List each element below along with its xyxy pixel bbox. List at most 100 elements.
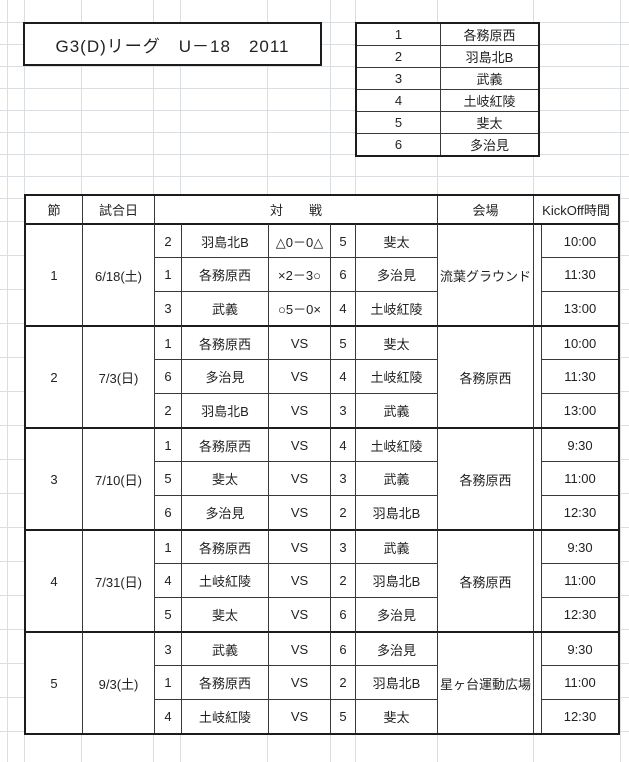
home-team-number: 6 bbox=[154, 495, 181, 529]
match-date-cell: 7/10(日) bbox=[82, 427, 154, 529]
kickoff-time-cell: 12:30 bbox=[533, 699, 618, 733]
home-team-name: 多治見 bbox=[181, 359, 268, 393]
team-list-table: 1 各務原西 2 羽島北B 3 武義 4 土岐紅陵 5 斐太 6 多治見 bbox=[355, 22, 540, 157]
match-result: VS bbox=[268, 427, 330, 461]
col-header-round: 節 bbox=[47, 203, 61, 218]
home-team-name: 土岐紅陵 bbox=[181, 699, 268, 733]
match-date-cell: 7/31(日) bbox=[82, 529, 154, 631]
home-team-number: 6 bbox=[154, 359, 181, 393]
team-number-cell: 5 bbox=[357, 111, 440, 133]
home-team-number: 5 bbox=[154, 461, 181, 495]
away-team-name: 武義 bbox=[355, 393, 437, 427]
team-number-cell: 3 bbox=[357, 67, 440, 89]
grid-line bbox=[0, 154, 629, 155]
round-number-cell: 2 bbox=[26, 325, 82, 427]
grid-line bbox=[0, 176, 629, 177]
match-date-cell: 7/3(日) bbox=[82, 325, 154, 427]
match-date-cell: 9/3(土) bbox=[82, 631, 154, 733]
match-date-cell: 6/18(土) bbox=[82, 223, 154, 325]
away-team-name: 多治見 bbox=[355, 597, 437, 631]
away-team-name: 羽島北B bbox=[355, 665, 437, 699]
match-result: ○5－0× bbox=[268, 291, 330, 325]
away-team-number: 3 bbox=[330, 393, 355, 427]
match-row: 3 武義 ○5－0× 4 土岐紅陵 13:00 bbox=[26, 291, 618, 325]
kickoff-time-cell: 11:00 bbox=[533, 563, 618, 597]
match-result: VS bbox=[268, 325, 330, 359]
home-team-name: 斐太 bbox=[181, 461, 268, 495]
away-team-number: 3 bbox=[330, 461, 355, 495]
home-team-name: 斐太 bbox=[181, 597, 268, 631]
match-row: 5 斐太 VS 6 多治見 12:30 bbox=[26, 597, 618, 631]
home-team-name: 各務原西 bbox=[181, 665, 268, 699]
away-team-number: 3 bbox=[330, 529, 355, 563]
away-team-name: 武義 bbox=[355, 529, 437, 563]
match-row: 1 6/18(土) 2 羽島北B △0－0△ 5 斐太 流葉グラウンド 10:00 bbox=[26, 223, 618, 325]
match-result: VS bbox=[268, 495, 330, 529]
team-name-cell: 各務原西 bbox=[440, 24, 538, 45]
team-name-cell: 多治見 bbox=[440, 133, 538, 155]
col-header-kickoff: KickOff時間 bbox=[533, 196, 618, 223]
home-team-name: 武義 bbox=[181, 291, 268, 325]
home-team-name: 各務原西 bbox=[181, 427, 268, 461]
home-team-number: 1 bbox=[154, 665, 181, 699]
away-team-number: 5 bbox=[330, 325, 355, 359]
grid-line bbox=[7, 0, 8, 762]
team-row: 6 多治見 bbox=[357, 133, 538, 155]
away-team-name: 斐太 bbox=[355, 223, 437, 257]
away-team-name: 多治見 bbox=[355, 631, 437, 665]
match-row: 2 7/3(日) 1 各務原西 VS 5 斐太 各務原西 10:00 bbox=[26, 325, 618, 427]
kickoff-time-cell: 11:30 bbox=[533, 257, 618, 291]
away-team-number: 2 bbox=[330, 495, 355, 529]
team-number-cell: 4 bbox=[357, 89, 440, 111]
team-number-cell: 2 bbox=[357, 45, 440, 67]
home-team-number: 3 bbox=[154, 631, 181, 665]
venue-cell: 各務原西 bbox=[437, 325, 533, 427]
grid-line bbox=[0, 110, 629, 111]
away-team-number: 4 bbox=[330, 291, 355, 325]
home-team-name: 各務原西 bbox=[181, 325, 268, 359]
match-result: VS bbox=[268, 563, 330, 597]
away-team-name: 斐太 bbox=[355, 325, 437, 359]
league-title-box: G3(D)リーグ U－18 2011 bbox=[23, 22, 322, 66]
match-result: VS bbox=[268, 461, 330, 495]
kickoff-time-cell: 11:00 bbox=[533, 461, 618, 495]
team-name-cell: 羽島北B bbox=[440, 45, 538, 67]
match-result: ×2－3○ bbox=[268, 257, 330, 291]
away-team-name: 斐太 bbox=[355, 699, 437, 733]
home-team-name: 土岐紅陵 bbox=[181, 563, 268, 597]
match-row: 4 土岐紅陵 VS 5 斐太 12:30 bbox=[26, 699, 618, 733]
match-result: VS bbox=[268, 597, 330, 631]
team-name-cell: 土岐紅陵 bbox=[440, 89, 538, 111]
home-team-name: 羽島北B bbox=[181, 223, 268, 257]
round-number-cell: 1 bbox=[26, 223, 82, 325]
venue-cell: 各務原西 bbox=[437, 529, 533, 631]
home-team-number: 2 bbox=[154, 223, 181, 257]
away-team-number: 4 bbox=[330, 359, 355, 393]
home-team-number: 1 bbox=[154, 325, 181, 359]
kickoff-time-cell: 12:30 bbox=[533, 597, 618, 631]
venue-cell: 流葉グラウンド bbox=[437, 223, 533, 325]
round-number-cell: 5 bbox=[26, 631, 82, 733]
kickoff-time-cell: 10:00 bbox=[533, 223, 618, 257]
round-number-cell: 3 bbox=[26, 427, 82, 529]
home-team-name: 各務原西 bbox=[181, 529, 268, 563]
match-result: VS bbox=[268, 393, 330, 427]
grid-line bbox=[0, 132, 629, 133]
away-team-name: 土岐紅陵 bbox=[355, 359, 437, 393]
grid-line bbox=[0, 88, 629, 89]
round-number-cell: 4 bbox=[26, 529, 82, 631]
match-row: 6 多治見 VS 2 羽島北B 12:30 bbox=[26, 495, 618, 529]
away-team-number: 5 bbox=[330, 223, 355, 257]
team-name-cell: 斐太 bbox=[440, 111, 538, 133]
home-team-number: 5 bbox=[154, 597, 181, 631]
away-team-number: 5 bbox=[330, 699, 355, 733]
team-row: 1 各務原西 bbox=[357, 24, 538, 45]
away-team-name: 武義 bbox=[355, 461, 437, 495]
kickoff-time-cell: 11:30 bbox=[533, 359, 618, 393]
team-number-cell: 6 bbox=[357, 133, 440, 155]
home-team-name: 各務原西 bbox=[181, 257, 268, 291]
venue-cell: 星ヶ台運動広場 bbox=[437, 631, 533, 733]
match-row: 5 斐太 VS 3 武義 11:00 bbox=[26, 461, 618, 495]
grid-line bbox=[0, 66, 629, 67]
